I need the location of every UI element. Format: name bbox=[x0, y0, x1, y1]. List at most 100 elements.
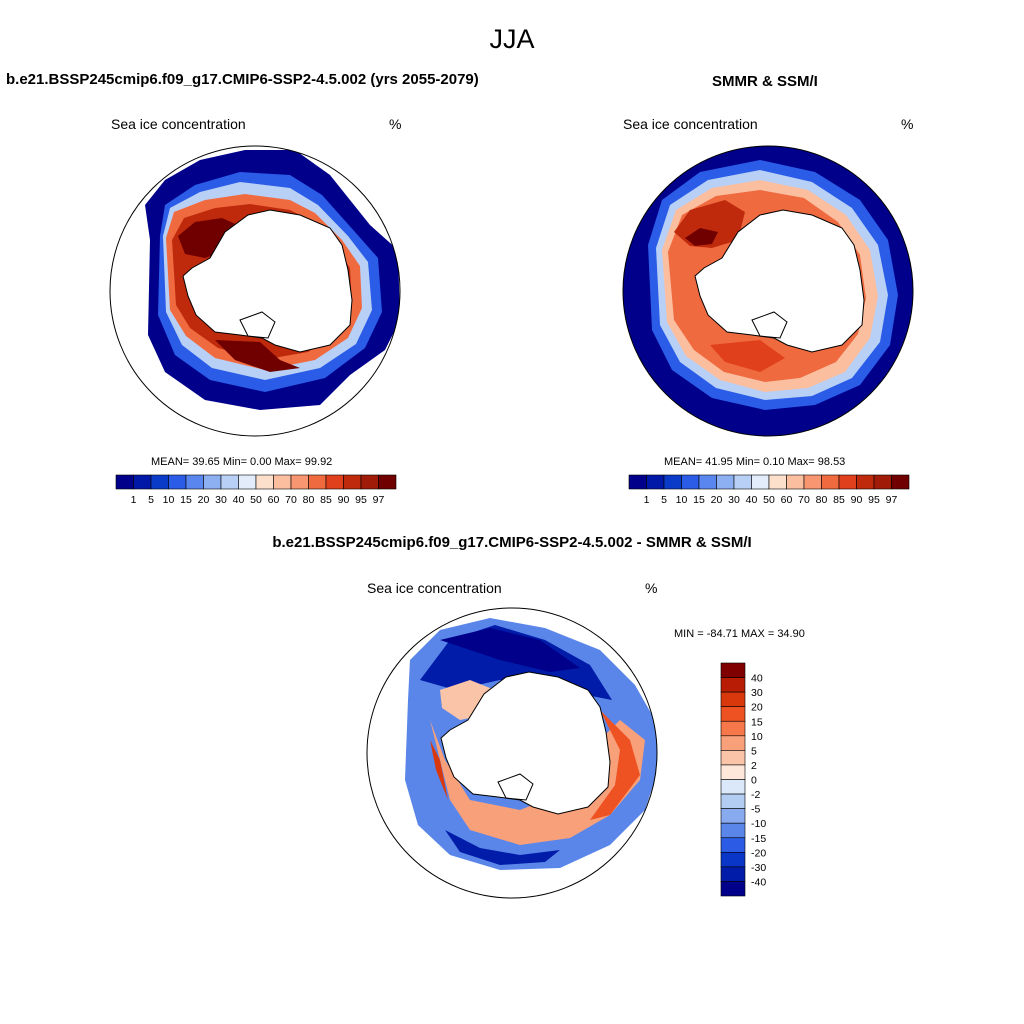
diff-panel-title: b.e21.BSSP245cmip6.f09_g17.CMIP6-SSP2-4.… bbox=[272, 534, 752, 551]
obs-colorbar-tick-label: 97 bbox=[886, 494, 898, 506]
obs-variable-label: Sea ice concentration bbox=[623, 116, 758, 132]
obs-colorbar-swatch bbox=[751, 474, 770, 490]
diff-colorbar-swatch bbox=[720, 779, 746, 795]
model-map-boundary bbox=[109, 145, 401, 437]
obs-colorbar-tick-label: 50 bbox=[763, 494, 775, 506]
diff-colorbar-swatch bbox=[720, 793, 746, 809]
diff-map-boundary bbox=[366, 607, 658, 899]
diff-colorbar-tick-label: 5 bbox=[751, 745, 757, 757]
model-colorbar-tick-label: 15 bbox=[180, 494, 192, 506]
obs-colorbar-tick-label: 40 bbox=[746, 494, 758, 506]
model-colorbar-swatch bbox=[360, 474, 379, 490]
model-variable-label: Sea ice concentration bbox=[111, 116, 246, 132]
model-colorbar-tick-label: 90 bbox=[338, 494, 350, 506]
diff-colorbar-swatch bbox=[720, 677, 746, 693]
model-units-label: % bbox=[389, 116, 402, 132]
obs-colorbar-swatch bbox=[681, 474, 700, 490]
obs-colorbar-swatch bbox=[646, 474, 665, 490]
model-colorbar-tick-label: 50 bbox=[250, 494, 262, 506]
model-colorbar-swatch bbox=[290, 474, 309, 490]
obs-colorbar-tick-label: 5 bbox=[661, 494, 667, 506]
obs-colorbar-tick-label: 15 bbox=[693, 494, 705, 506]
obs-colorbar-tick-label: 20 bbox=[711, 494, 723, 506]
model-stats: MEAN= 39.65 Min= 0.00 Max= 99.92 bbox=[151, 456, 333, 468]
diff-colorbar-swatch bbox=[720, 750, 746, 766]
diff-colorbar-tick-label: -10 bbox=[751, 818, 766, 830]
model-colorbar-swatch bbox=[273, 474, 292, 490]
model-colorbar-swatch bbox=[168, 474, 187, 490]
diff-colorbar-swatch bbox=[720, 881, 746, 897]
diff-colorbar-tick-label: 0 bbox=[751, 775, 757, 787]
diff-colorbar-tick-label: 10 bbox=[751, 731, 763, 743]
diff-colorbar-swatch bbox=[720, 764, 746, 780]
obs-colorbar-swatch bbox=[873, 474, 892, 490]
model-colorbar-swatch bbox=[378, 474, 397, 490]
diff-colorbar-tick-label: -40 bbox=[751, 876, 766, 888]
obs-colorbar-swatch bbox=[733, 474, 752, 490]
model-colorbar-swatch bbox=[150, 474, 169, 490]
model-colorbar: 1 5 10 15 20 30 40 50 60 70 80 85 90 95 97 bbox=[115, 474, 397, 506]
diff-colorbar-tick-label: 30 bbox=[751, 687, 763, 699]
model-colorbar-tick-label: 40 bbox=[233, 494, 245, 506]
diff-colorbar-tick-label: -30 bbox=[751, 862, 766, 874]
obs-colorbar-swatch bbox=[628, 474, 647, 490]
obs-colorbar-tick-label: 10 bbox=[676, 494, 688, 506]
obs-colorbar-tick-label: 70 bbox=[798, 494, 810, 506]
model-colorbar-tick-label: 5 bbox=[148, 494, 154, 506]
obs-colorbar-swatch bbox=[803, 474, 822, 490]
diff-colorbar-swatch bbox=[720, 662, 746, 678]
obs-colorbar-swatch bbox=[716, 474, 735, 490]
obs-panel-title: SMMR & SSM/I bbox=[712, 73, 818, 90]
diff-colorbar-swatch bbox=[720, 822, 746, 839]
model-colorbar-tick-label: 97 bbox=[373, 494, 385, 506]
diff-colorbar-swatch bbox=[720, 706, 746, 722]
model-colorbar-tick-label: 95 bbox=[355, 494, 367, 506]
obs-colorbar-swatch bbox=[663, 474, 682, 490]
obs-stats: MEAN= 41.95 Min= 0.10 Max= 98.53 bbox=[664, 456, 846, 468]
diff-colorbar-swatch bbox=[720, 735, 746, 751]
obs-colorbar-swatch bbox=[891, 474, 910, 490]
obs-colorbar-tick-label: 30 bbox=[728, 494, 740, 506]
model-colorbar-tick-label: 80 bbox=[303, 494, 315, 506]
obs-colorbar-tick-label: 1 bbox=[644, 494, 650, 506]
diff-colorbar-tick-label: 20 bbox=[751, 702, 763, 714]
diff-colorbar-swatch bbox=[720, 852, 746, 868]
model-colorbar-swatch bbox=[255, 474, 274, 490]
obs-colorbar-swatch bbox=[856, 474, 875, 490]
model-colorbar-tick-label: 10 bbox=[163, 494, 175, 506]
diff-colorbar-swatch bbox=[720, 866, 746, 882]
diff-colorbar-swatch bbox=[720, 808, 746, 824]
diff-units-label: % bbox=[645, 580, 658, 596]
diff-colorbar-tick-label: 15 bbox=[751, 716, 763, 728]
obs-colorbar-tick-label: 85 bbox=[833, 494, 845, 506]
obs-colorbar: 1 5 10 15 20 30 40 50 60 70 80 85 90 95 97 bbox=[628, 474, 910, 506]
model-colorbar-tick-label: 85 bbox=[320, 494, 332, 506]
diff-colorbar-tick-label: -15 bbox=[751, 833, 766, 845]
figure-title: JJA bbox=[489, 24, 535, 54]
diff-stats: MIN = -84.71 MAX = 34.90 bbox=[674, 628, 805, 640]
diff-colorbar-swatch bbox=[720, 691, 746, 707]
model-colorbar-swatch bbox=[133, 474, 152, 490]
model-colorbar-swatch bbox=[308, 474, 327, 490]
obs-units-label: % bbox=[901, 116, 914, 132]
model-colorbar-swatch bbox=[220, 474, 239, 490]
obs-colorbar-tick-label: 90 bbox=[851, 494, 863, 506]
model-colorbar-tick-label: 60 bbox=[268, 494, 280, 506]
model-colorbar-swatch bbox=[185, 474, 204, 490]
model-colorbar-tick-label: 1 bbox=[131, 494, 137, 506]
model-panel-title: b.e21.BSSP245cmip6.f09_g17.CMIP6-SSP2-4.… bbox=[6, 71, 479, 88]
diff-colorbar-swatch bbox=[720, 837, 746, 853]
obs-colorbar-tick-label: 95 bbox=[868, 494, 880, 506]
obs-colorbar-swatch bbox=[698, 474, 717, 490]
model-colorbar-swatch bbox=[203, 474, 222, 490]
diff-colorbar-swatch bbox=[720, 720, 746, 737]
model-colorbar-tick-label: 20 bbox=[198, 494, 210, 506]
obs-map-boundary bbox=[622, 145, 914, 437]
model-colorbar-tick-label: 70 bbox=[285, 494, 297, 506]
diff-colorbar-tick-label: 2 bbox=[751, 760, 757, 772]
diff-colorbar-tick-label: 40 bbox=[751, 673, 763, 685]
model-colorbar-swatch bbox=[343, 474, 362, 490]
model-colorbar-swatch bbox=[238, 474, 257, 490]
